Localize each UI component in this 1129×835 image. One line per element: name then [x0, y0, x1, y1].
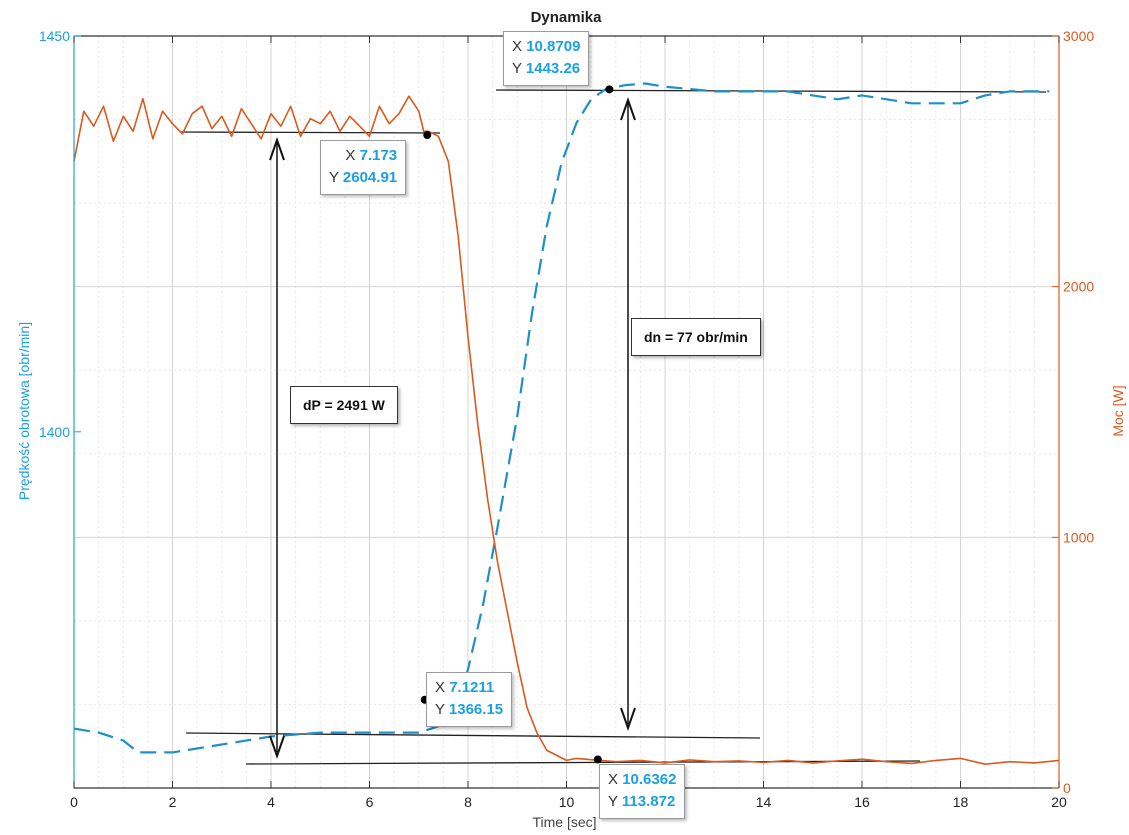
- datatip-x-value: 7.173: [359, 147, 398, 164]
- datatip-y-value: 1366.15: [448, 701, 504, 718]
- datatip-row-x: X 7.1211: [435, 677, 503, 699]
- datatip-y-label: Y: [329, 169, 339, 186]
- x-tick-label: 16: [854, 794, 870, 810]
- datatip-y-label: Y: [608, 793, 618, 810]
- y-axis-label-right: Moc [W]: [1110, 385, 1126, 437]
- arrowhead-dp-bottom: [269, 735, 285, 760]
- x-tick-label: 10: [559, 794, 575, 810]
- annotation-dn[interactable]: dn = 77 obr/min: [631, 318, 761, 356]
- datatip-x-value: 10.8709: [526, 38, 581, 55]
- x-axis-label: Time [sec]: [532, 814, 597, 830]
- datatip-y-value: 1443.26: [525, 60, 581, 77]
- datatip-power-low[interactable]: X 10.6362 Y 113.872: [599, 764, 686, 819]
- datatip-x-label: X: [345, 147, 356, 164]
- x-tick-label: 4: [267, 794, 275, 810]
- datatip-row-x: X 10.6362: [608, 769, 676, 791]
- series-line-speed: [73, 82, 1050, 754]
- datatip-row-y: Y 1443.26: [512, 58, 580, 80]
- arrowhead-dp-top: [269, 136, 285, 161]
- series: [73, 82, 1060, 766]
- datatip-marker: [593, 755, 602, 764]
- x-tick-label: 18: [953, 794, 969, 810]
- y-right-tick-label: 3000: [1063, 28, 1094, 44]
- arrowhead-dn-top: [620, 96, 636, 121]
- datatip-row-x: X 7.173: [329, 145, 397, 167]
- x-tick-label: 8: [464, 794, 472, 810]
- datatip-row-y: Y 113.872: [608, 791, 676, 813]
- datatip-row-y: Y 1366.15: [435, 699, 503, 721]
- x-tick-label: 14: [756, 794, 772, 810]
- datatip-x-value: 7.1211: [449, 679, 495, 696]
- y-right-tick-label: 1000: [1063, 529, 1094, 545]
- ref-line-power-low: [245, 760, 921, 765]
- datatip-y-label: Y: [512, 60, 522, 77]
- datatip-speed-low[interactable]: X 7.1211 Y 1366.15: [426, 672, 513, 727]
- datatip-x-value: 10.6362: [622, 771, 677, 788]
- datatip-y-label: Y: [435, 701, 445, 718]
- chart-title: Dynamika: [531, 9, 603, 26]
- datatip-marker: [605, 85, 614, 94]
- datatip-x-label: X: [512, 38, 523, 55]
- x-tick-label: 2: [169, 794, 177, 810]
- dimension-arrows: [269, 96, 636, 760]
- y-right-tick-label: 2000: [1063, 279, 1094, 295]
- datatip-marker: [423, 131, 432, 140]
- series-line-power: [73, 95, 1060, 766]
- y-left-tick-label: 1450: [39, 28, 70, 44]
- datatip-speed-high[interactable]: X 10.8709 Y 1443.26: [503, 31, 590, 86]
- datatip-row-y: Y 2604.91: [329, 167, 397, 189]
- arrowhead-dn-bottom: [620, 707, 636, 732]
- x-tick-label: 0: [70, 794, 78, 810]
- y-right-tick-label: 0: [1063, 780, 1071, 796]
- y-axis-label-left: Prędkość obrotowa [obr/min]: [16, 321, 32, 501]
- datatip-y-value: 113.872: [621, 793, 676, 810]
- x-tick-label: 20: [1051, 794, 1067, 810]
- annotation-dp[interactable]: dP = 2491 W: [290, 386, 398, 424]
- datatip-x-label: X: [608, 771, 619, 788]
- y-left-tick-label: 1400: [39, 424, 70, 440]
- x-tick-label: 6: [366, 794, 374, 810]
- datatip-power-high[interactable]: X 7.173 Y 2604.91: [320, 140, 407, 195]
- ref-line-speed-low: [185, 732, 761, 739]
- datatip-y-value: 2604.91: [342, 169, 398, 186]
- datatip-x-label: X: [435, 679, 446, 696]
- ref-line-power-high: [179, 131, 441, 134]
- datatip-row-x: X 10.8709: [512, 36, 580, 58]
